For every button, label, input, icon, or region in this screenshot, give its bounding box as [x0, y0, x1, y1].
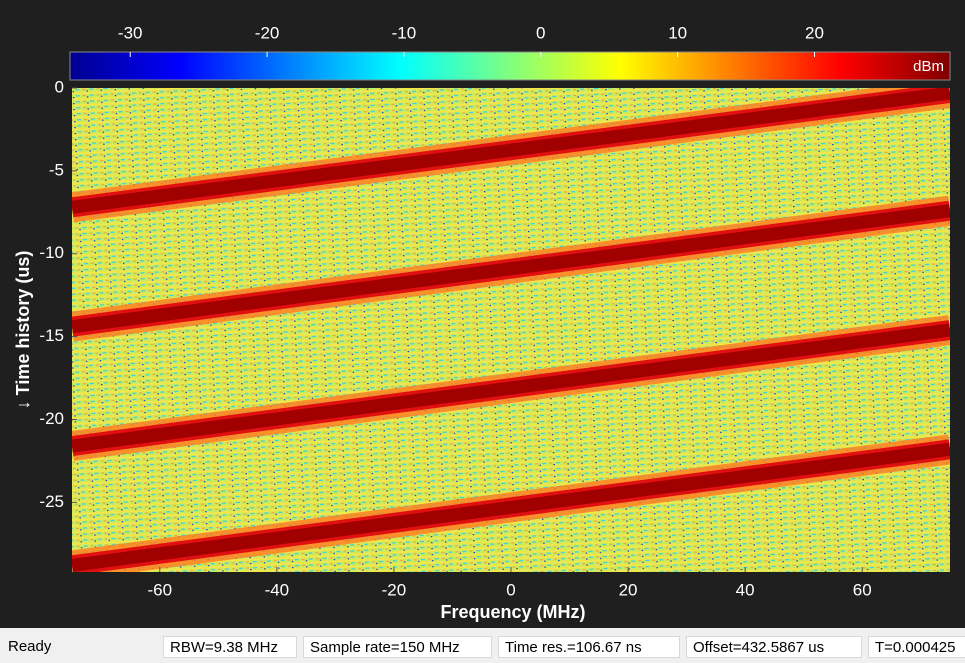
y-tick-label: -5 [49, 160, 64, 179]
stripe [72, 323, 950, 453]
status-field: T=0.000425 [868, 636, 965, 658]
y-tick-label: -10 [39, 243, 64, 262]
colorbar-tick-label: -20 [255, 23, 280, 42]
y-tick-label: -15 [39, 326, 64, 345]
stripe [72, 442, 950, 572]
status-field: Sample rate=150 MHz [303, 636, 492, 658]
x-axis-label: Frequency (MHz) [440, 602, 585, 622]
status-field: Time res.=106.67 ns [498, 636, 680, 658]
colorbar-tick-label: -10 [392, 23, 417, 42]
y-tick-label: -20 [39, 409, 64, 428]
x-tick-label: -60 [148, 580, 173, 599]
status-field: RBW=9.38 MHz [163, 636, 297, 658]
y-axis-label: ↓ Time history (us) [13, 251, 33, 410]
x-tick-label: 60 [853, 580, 872, 599]
x-tick-label: -20 [382, 580, 407, 599]
status-state: Ready [8, 638, 52, 655]
y-tick-label: -25 [39, 492, 64, 511]
colorbar-tick-label: 10 [668, 23, 687, 42]
stripes [72, 88, 950, 572]
chart: dBm Frequency (MHz) ↓ Time history (us) … [0, 0, 965, 628]
status-bar: Ready RBW=9.38 MHz Sample rate=150 MHz T… [0, 628, 965, 663]
y-tick-label: 0 [55, 77, 64, 96]
x-tick-label: 20 [619, 580, 638, 599]
x-tick-label: 0 [506, 580, 515, 599]
colorbar-tick-label: -30 [118, 23, 143, 42]
colorbar-label: dBm [913, 58, 944, 75]
x-tick-label: 40 [736, 580, 755, 599]
colorbar-tick-label: 20 [805, 23, 824, 42]
colorbar-tick-label: 0 [536, 23, 545, 42]
plot-area [72, 88, 950, 572]
stripe [72, 204, 950, 334]
colorbar [69, 51, 951, 81]
x-tick-label: -40 [265, 580, 290, 599]
stripe [72, 88, 950, 214]
status-field: Offset=432.5867 us [686, 636, 862, 658]
